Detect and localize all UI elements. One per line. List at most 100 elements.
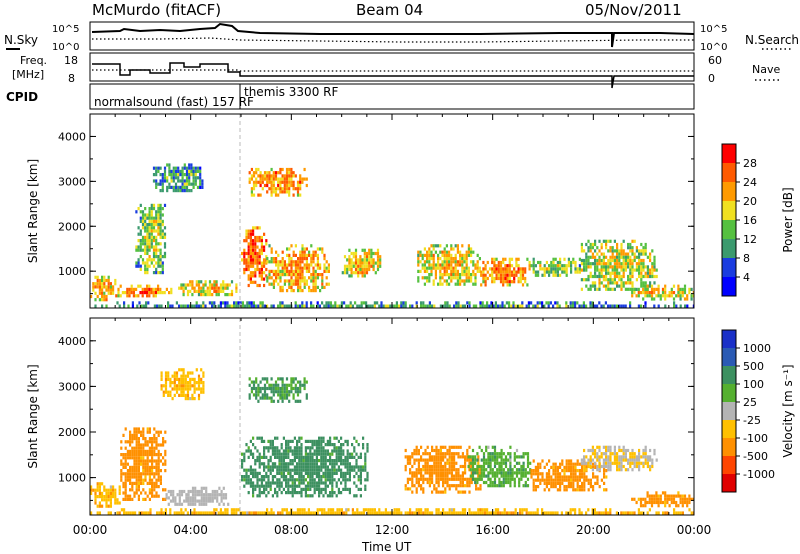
power-patch-2 [135, 203, 167, 275]
power-patch-14 [94, 301, 694, 308]
range-tick-label: 2000 [58, 220, 86, 233]
time-tick-label: 00:00 [677, 523, 712, 537]
beam-label: Beam 04 [356, 1, 423, 19]
time-tick-label: 00:00 [73, 523, 108, 537]
noise-panel: N.Sky 10^5 10^0 10^5 10^0 N.Search [4, 21, 799, 53]
range-tick-label: 1000 [58, 472, 86, 485]
colorbar-segment [722, 182, 736, 202]
scatter-cells [90, 163, 694, 308]
station-title: McMurdo (fitACF) [92, 1, 221, 19]
colorbar-tick-label: 500 [743, 360, 764, 373]
power-patch-1 [115, 284, 173, 298]
nave-trace [92, 69, 694, 72]
velocity-patch-7 [467, 445, 532, 488]
colorbar-tick-label: -25 [743, 414, 761, 427]
freq-tick-bottom: 8 [68, 72, 75, 85]
cpid-mode-normalsound: normalsound (fast) 157 RF [94, 95, 254, 109]
power-patch-3 [152, 163, 204, 193]
noise-search-label: N.Search [745, 33, 799, 47]
colorbar-tick-label: 100 [743, 378, 764, 391]
noise-sky-trace [91, 22, 695, 48]
range-tick-label: 3000 [58, 175, 86, 188]
velocity-patch-2 [165, 486, 230, 506]
velocity-patch-4 [241, 436, 369, 498]
freq-trace [92, 62, 694, 89]
colorbar-segment [722, 474, 736, 493]
colorbar-tick-label: -500 [743, 450, 768, 463]
power-colorbar: 28 24 20 16 12 8 4 Power [dB] [721, 143, 795, 297]
range-tick-label: 2000 [58, 426, 86, 439]
colorbar-segment [722, 438, 736, 457]
time-tick-label: 12:00 [375, 523, 410, 537]
noise-right-tick-bottom: 10^0 [700, 42, 727, 53]
colorbar-segment [722, 348, 736, 367]
nave-tick-bottom: 0 [708, 72, 715, 85]
colorbar-segment [722, 456, 736, 475]
noise-left-tick-bottom: 10^0 [52, 42, 79, 53]
colorbar-label: Velocity [m s⁻¹] [781, 364, 795, 457]
freq-panel: Freq. [MHz] 18 8 60 0 Nave [12, 52, 780, 89]
colorbar-segment [722, 220, 736, 240]
power-patch-4 [178, 280, 238, 297]
colorbar-tick-label: -1000 [743, 468, 775, 481]
range-tick-label: 4000 [58, 130, 86, 143]
velocity-patch-8 [530, 459, 608, 492]
colorbar-tick-label: 28 [743, 157, 757, 170]
noise-sky-label: N.Sky [4, 33, 38, 47]
nave-tick-top: 60 [708, 54, 722, 67]
colorbar-tick-label: -100 [743, 432, 768, 445]
time-tick-label: 16:00 [475, 523, 510, 537]
power-patch-6 [248, 167, 308, 197]
colorbar-tick-label: 1000 [743, 342, 771, 355]
colorbar-segment [722, 163, 736, 183]
colorbar-tick-label: 8 [743, 252, 750, 265]
colorbar-segment [722, 402, 736, 421]
power-patch-9 [417, 244, 481, 286]
noise-search-trace [92, 37, 694, 43]
colorbar-segment [722, 201, 736, 221]
time-axis: 00:00 04:00 08:00 12:00 16:00 20:00 00:00 [73, 523, 712, 537]
colorbar-segment [722, 330, 736, 349]
power-patch-7 [266, 244, 330, 293]
colorbar-tick-label: 4 [743, 271, 750, 284]
colorbar-segment [722, 239, 736, 259]
colorbar-label: Power [dB] [781, 187, 795, 252]
power-patch-8 [341, 248, 382, 278]
velocity-colorbar: 1000 500 100 25 -25 -100 -500 -1000 Velocity [m … [721, 329, 795, 493]
velocity-patch-9 [580, 445, 658, 472]
noise-right-tick-top: 10^5 [700, 24, 727, 35]
freq-tick-top: 18 [64, 54, 78, 67]
power-panel: 1000 2000 3000 4000 Slant Range [km] 28 24 20 16… [26, 113, 795, 309]
velocity-patch-10 [631, 491, 694, 508]
power-patch-5 [241, 226, 268, 288]
scatter-cells [90, 368, 694, 515]
velocity-patch-5 [248, 377, 308, 403]
time-axis-label: Time UT [361, 540, 412, 554]
date-label: 05/Nov/2011 [585, 1, 682, 19]
colorbar-tick-label: 25 [743, 396, 757, 409]
colorbar-tick-label: 16 [743, 214, 757, 227]
cpid-label: CPID [6, 90, 38, 104]
colorbar-segment [722, 144, 736, 164]
range-tick-label: 1000 [58, 265, 86, 278]
range-tick-label: 3000 [58, 380, 86, 393]
cpid-mode-themis: themis 3300 RF [244, 85, 338, 99]
power-patch-11 [530, 257, 581, 277]
power-patch-13 [631, 284, 694, 301]
range-axis-label: Slant Range [km] [26, 159, 40, 263]
colorbar-segment [722, 366, 736, 385]
colorbar-tick-label: 12 [743, 233, 757, 246]
colorbar-segment [722, 384, 736, 403]
power-patch-0 [90, 275, 117, 302]
freq-label-2: [MHz] [12, 68, 44, 81]
colorbar-tick-label: 24 [743, 176, 757, 189]
noise-left-tick-top: 10^5 [52, 24, 79, 35]
freq-label-1: Freq. [20, 54, 47, 67]
velocity-patch-3 [160, 368, 205, 401]
velocity-patch-11 [90, 508, 694, 515]
colorbar-segment [722, 420, 736, 439]
time-tick-label: 04:00 [173, 523, 208, 537]
colorbar-segment [722, 277, 736, 297]
time-tick-label: 20:00 [576, 523, 611, 537]
